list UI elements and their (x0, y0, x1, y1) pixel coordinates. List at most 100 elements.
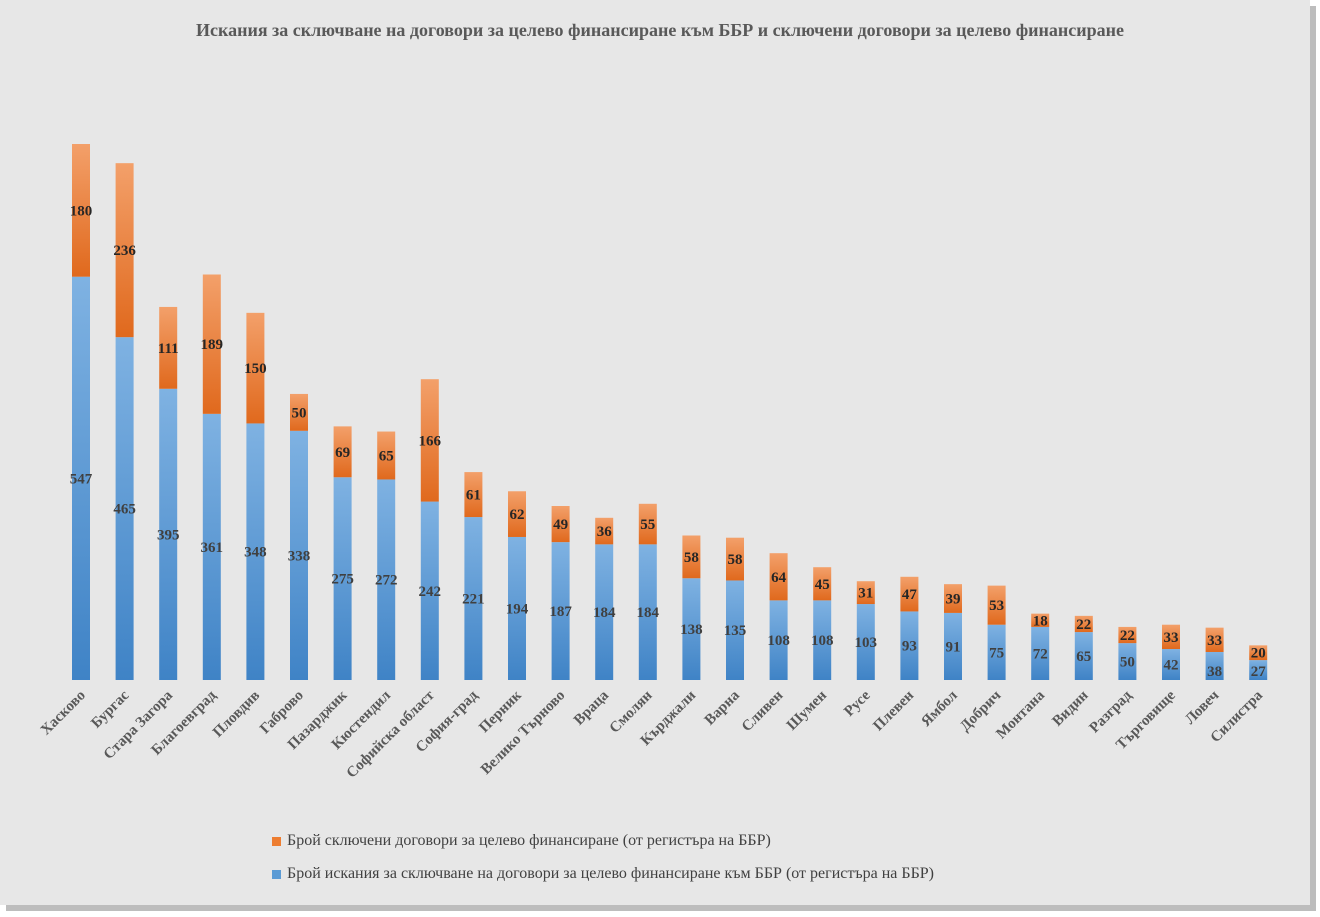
bar-contracts (1205, 627, 1224, 652)
bar-requests (202, 413, 221, 680)
bar-requests (1249, 660, 1268, 680)
data-label-requests: 272 (375, 573, 398, 589)
bar-contracts (420, 379, 439, 502)
bar-contracts (333, 426, 352, 478)
category-label: Велико Търново (478, 688, 568, 778)
category-label: Видин (1050, 687, 1092, 729)
bar-requests (900, 611, 919, 680)
legend: Брой сключени договори за целево финанси… (272, 828, 934, 894)
data-label-contracts: 18 (1033, 613, 1048, 629)
data-label-requests: 75 (989, 645, 1004, 661)
category-label: Монтана (993, 687, 1048, 742)
bar-contracts (813, 567, 832, 601)
bar-contracts (944, 584, 962, 613)
legend-swatch-orange (272, 836, 281, 846)
bars-layer: 547 180 465 236 395 111 361 189 348 150 338 50 275 69… (70, 144, 1268, 680)
data-label-contracts: 33 (1164, 630, 1179, 646)
category-label: Плевен (870, 687, 917, 734)
bar-contracts (682, 535, 701, 579)
bar-contracts (464, 472, 483, 518)
legend-item-contracts: Брой сключени договори за целево финанси… (272, 828, 934, 854)
data-label-contracts: 180 (70, 203, 93, 219)
data-label-contracts: 50 (292, 405, 307, 421)
data-label-requests: 184 (593, 605, 616, 621)
data-label-contracts: 61 (466, 488, 481, 504)
bar-contracts (1162, 624, 1180, 650)
bar-contracts (72, 144, 90, 277)
bar-requests (551, 542, 570, 680)
data-label-requests: 93 (902, 639, 917, 655)
bar-contracts (246, 312, 265, 424)
data-label-contracts: 55 (640, 517, 655, 533)
legend-label-contracts: Брой сключени договори за целево финанси… (287, 832, 771, 849)
bar-requests (508, 536, 526, 680)
bar-contracts (900, 576, 919, 612)
data-label-requests: 194 (506, 601, 529, 617)
data-label-requests: 138 (680, 622, 703, 638)
bar-contracts (377, 431, 396, 480)
bar-contracts (115, 163, 134, 338)
bar-contracts (1074, 615, 1093, 633)
data-label-requests: 38 (1207, 664, 1222, 680)
legend-swatch-blue (272, 869, 281, 879)
data-label-contracts: 62 (510, 507, 525, 523)
bar-requests (813, 600, 832, 680)
bar-contracts (595, 517, 614, 545)
data-label-contracts: 150 (244, 361, 267, 377)
legend-label-requests: Брой искания за сключване на договори за… (287, 865, 935, 882)
data-label-contracts: 166 (419, 433, 442, 449)
data-label-requests: 72 (1033, 646, 1048, 662)
data-label-contracts: 69 (335, 445, 350, 461)
bar-requests (856, 604, 875, 680)
bar-contracts (769, 553, 788, 601)
data-label-requests: 135 (724, 623, 747, 639)
data-label-contracts: 20 (1251, 646, 1266, 662)
data-label-contracts: 53 (989, 598, 1004, 614)
category-label: Русе (841, 687, 874, 720)
bar-requests (1162, 649, 1180, 680)
data-label-contracts: 33 (1207, 633, 1222, 649)
data-label-requests: 221 (462, 592, 485, 608)
category-label: Ямбол (918, 687, 961, 730)
bar-requests (1118, 643, 1137, 680)
bar-contracts (1249, 645, 1268, 661)
category-label: Враца (571, 687, 612, 728)
bar-requests (246, 423, 265, 680)
bar-requests (377, 479, 396, 680)
data-label-contracts: 189 (201, 337, 224, 353)
bar-requests (72, 276, 90, 680)
data-label-contracts: 36 (597, 524, 613, 540)
bar-contracts (551, 506, 570, 543)
bar-requests (420, 501, 439, 680)
data-label-requests: 242 (419, 584, 442, 600)
category-label: Хасково (38, 688, 89, 739)
data-label-requests: 91 (946, 639, 961, 655)
bar-requests (333, 477, 352, 680)
bar-requests (944, 612, 962, 680)
data-label-requests: 108 (767, 633, 790, 649)
chart-title: Искания за сключване на договори за целе… (195, 20, 1125, 40)
data-label-requests: 361 (201, 540, 224, 556)
bar-contracts (1118, 626, 1137, 644)
bar-contracts (1031, 613, 1050, 627)
data-label-contracts: 47 (902, 587, 918, 603)
data-label-requests: 184 (637, 605, 660, 621)
bar-contracts (508, 491, 526, 537)
data-label-requests: 348 (244, 545, 267, 561)
bar-requests (769, 600, 788, 680)
data-label-requests: 187 (549, 604, 572, 620)
bar-requests (595, 544, 614, 680)
category-label: Ловеч (1182, 687, 1223, 728)
bar-requests (726, 580, 744, 680)
data-label-contracts: 58 (728, 552, 743, 568)
bar-contracts (159, 306, 178, 389)
data-label-requests: 547 (70, 471, 93, 487)
data-label-contracts: 22 (1120, 628, 1135, 644)
data-label-requests: 275 (331, 572, 354, 588)
data-label-contracts: 45 (815, 577, 830, 593)
data-label-requests: 103 (855, 635, 878, 651)
data-label-requests: 338 (288, 548, 311, 564)
data-label-requests: 50 (1120, 655, 1135, 671)
category-label: Сливен (739, 687, 787, 735)
bar-requests (290, 430, 308, 680)
